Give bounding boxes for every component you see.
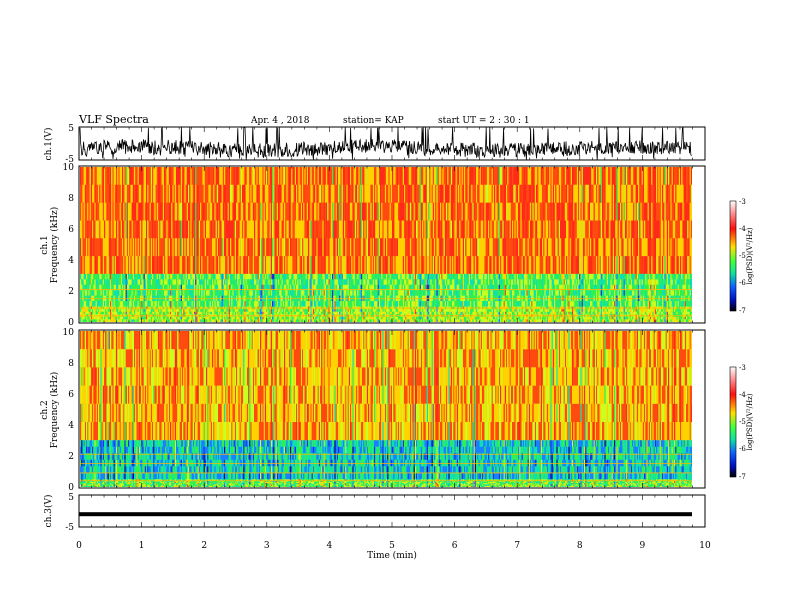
time-axis-label: Time (min) xyxy=(367,550,417,561)
time-tick-label-2: 2 xyxy=(201,541,207,551)
time-tick-label-10: 10 xyxy=(699,541,711,551)
time-tick-label-6: 6 xyxy=(452,541,458,551)
spectrogram-texture xyxy=(80,331,692,487)
ch1-cb-tick-m7: -7 xyxy=(739,307,746,315)
ch2-spectrogram-image xyxy=(80,331,692,487)
figure-station: station= KAP xyxy=(343,116,404,126)
ch1-freq-tick-6: 6 xyxy=(68,225,74,235)
ch3-waveform-panel: 5 -5 ch.3(V) 0 1 2 3 4 5 6 7 8 9 10 Time (min) xyxy=(43,493,711,561)
ch1-colorbar-label: log(PSD)(V²/Hz) xyxy=(746,227,754,284)
ch1-freq-tick-4: 4 xyxy=(68,256,74,266)
ch2-cb-tick-m4: -4 xyxy=(739,391,746,399)
time-tick-label-9: 9 xyxy=(640,541,646,551)
ch3-ytick-bottom: -5 xyxy=(65,523,74,533)
spectrogram-texture xyxy=(81,440,684,487)
ch2-freq-tick-10: 10 xyxy=(63,328,75,338)
spectrogram-texture xyxy=(80,167,692,322)
ch1-waveform-ylabel: ch.1(V) xyxy=(43,128,54,161)
time-tick-label-8: 8 xyxy=(577,541,583,551)
panel-tick-marks xyxy=(78,127,706,527)
ch1-spectrogram-panel: 0 2 4 6 8 10 ch.1 Frequency (kHz) -3 xyxy=(40,163,754,328)
ch2-colorbar-label: log(PSD)(V²/Hz) xyxy=(746,393,754,450)
ch3-waveform-line xyxy=(79,512,692,517)
ch1-cb-tick-m6: -6 xyxy=(739,279,746,287)
spectrogram-texture xyxy=(125,273,666,322)
time-tick-label-0: 0 xyxy=(76,541,82,551)
ch2-freq-tick-6: 6 xyxy=(68,390,74,400)
time-tick-label-7: 7 xyxy=(514,541,520,551)
spectrogram-texture xyxy=(80,331,692,487)
ch1-ytick-top: 5 xyxy=(68,124,74,134)
ch1-cb-tick-m5: -5 xyxy=(739,252,746,260)
ch1-freq-tick-0: 0 xyxy=(68,318,74,328)
time-tick-label-1: 1 xyxy=(139,541,145,551)
time-tick-label-5: 5 xyxy=(389,541,395,551)
ch2-spectrogram-ylabel-frequency: Frequency (kHz) xyxy=(49,372,60,449)
ch1-cb-tick-m3: -3 xyxy=(739,198,746,206)
ch1-colorbar xyxy=(729,200,737,312)
ch2-cb-tick-m7: -7 xyxy=(739,473,746,481)
figure-date: Apr. 4 , 2018 xyxy=(250,116,310,126)
spectrogram-texture xyxy=(80,167,692,322)
ch2-colorbar xyxy=(729,366,737,478)
ch1-ytick-bottom: -5 xyxy=(65,155,74,165)
ch3-ytick-top: 5 xyxy=(68,493,74,503)
ch3-waveform-ylabel: ch.3(V) xyxy=(43,495,54,528)
ch1-waveform-panel: 5 -5 ch.1(V) xyxy=(43,124,706,165)
ch1-freq-tick-2: 2 xyxy=(68,287,74,297)
ch2-cb-tick-m3: -3 xyxy=(739,364,746,372)
figure-title: VLF Spectra xyxy=(78,113,149,126)
time-tick-label-3: 3 xyxy=(264,541,270,551)
time-axis-ticks: 0 1 2 3 4 5 6 7 8 9 10 xyxy=(76,541,711,551)
ch2-freq-tick-2: 2 xyxy=(68,452,74,462)
axis-minor-ticks xyxy=(78,127,706,527)
ch1-spectrogram-ylabel-channel: ch.1 xyxy=(40,235,50,254)
ch1-cb-tick-m4: -4 xyxy=(739,225,746,233)
ch1-freq-tick-8: 8 xyxy=(68,194,74,204)
ch1-spectrogram-ylabel-frequency: Frequency (kHz) xyxy=(49,207,60,284)
ch1-freq-tick-10: 10 xyxy=(63,163,75,173)
ch3-waveform-frame xyxy=(78,494,706,528)
ch2-freq-tick-0: 0 xyxy=(68,483,74,493)
ch1-spectrogram-image xyxy=(80,167,692,322)
figure-start-time: start UT = 2 : 30 : 1 xyxy=(438,116,530,126)
ch2-freq-tick-8: 8 xyxy=(68,359,74,369)
spectrogram-texture xyxy=(89,331,692,441)
ch1-spectrogram-yticks: 0 2 4 6 8 10 xyxy=(63,163,75,328)
ch1-waveform-line xyxy=(79,126,692,160)
time-tick-label-4: 4 xyxy=(327,541,333,551)
ch2-freq-tick-4: 4 xyxy=(68,421,74,431)
spectrogram-texture xyxy=(80,331,692,487)
ch2-spectrogram-panel: 0 2 4 6 8 10 ch.2 Frequency (kHz) -3 -4 … xyxy=(40,328,754,493)
ch2-cb-tick-m6: -6 xyxy=(739,445,746,453)
ch2-spectrogram-ylabel-channel: ch.2 xyxy=(40,400,50,419)
ch2-cb-tick-m5: -5 xyxy=(739,418,746,426)
